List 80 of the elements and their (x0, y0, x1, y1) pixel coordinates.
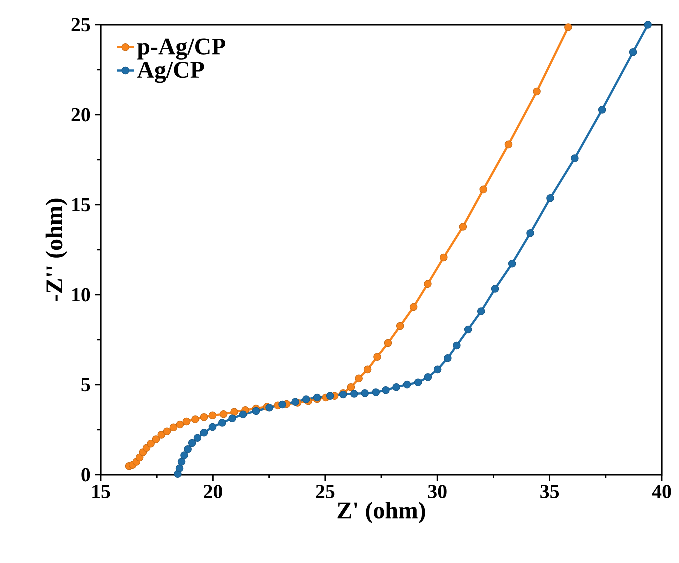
y-tick-label: 10 (72, 288, 90, 302)
point (434, 366, 442, 374)
x-tick-label: 40 (652, 485, 672, 499)
point (147, 440, 155, 448)
x-axis-title: Z' (ohm) (338, 502, 426, 524)
point (176, 464, 184, 472)
point (571, 154, 579, 162)
y-tick-label: 25 (72, 18, 90, 32)
point (374, 353, 382, 361)
point (384, 339, 392, 348)
point (504, 140, 513, 149)
point (208, 412, 217, 420)
point (170, 424, 178, 432)
point (326, 392, 334, 400)
point (302, 396, 310, 404)
point (444, 354, 452, 362)
x-tick-label: 20 (204, 485, 222, 499)
point (230, 408, 238, 416)
point (350, 390, 358, 398)
point (200, 414, 208, 422)
point (278, 400, 286, 409)
point (414, 378, 422, 387)
point (546, 194, 554, 202)
point (453, 342, 461, 350)
point (477, 308, 486, 316)
point (192, 416, 200, 424)
point (355, 374, 363, 383)
y-axis-title: -Z'' (ohm) (46, 198, 68, 302)
y-tick-label: 5 (82, 378, 90, 392)
point (382, 386, 390, 394)
point (220, 410, 228, 418)
point (194, 434, 202, 442)
point (361, 390, 370, 398)
point (440, 254, 448, 262)
point (424, 374, 432, 382)
point (508, 260, 516, 268)
point (598, 106, 606, 114)
x-tick-label: 30 (428, 485, 447, 499)
x-tick-label: 25 (316, 485, 335, 498)
point (424, 280, 432, 288)
point (182, 418, 191, 426)
point (392, 383, 400, 392)
point (564, 24, 572, 32)
point (372, 388, 380, 396)
y-tick-label: 20 (72, 108, 90, 122)
y-tick-label: 0 (82, 468, 90, 482)
point (184, 446, 192, 454)
point (629, 48, 638, 56)
point (158, 431, 166, 439)
point (396, 322, 404, 330)
point (163, 428, 172, 436)
point (364, 366, 372, 374)
legend-label: p-Ag/CP (138, 38, 226, 60)
point (403, 380, 412, 389)
point (644, 21, 652, 29)
x-tick-label: 15 (92, 485, 110, 498)
point (188, 439, 196, 448)
point (266, 404, 274, 412)
point (410, 303, 418, 312)
point (459, 223, 468, 231)
point (228, 414, 236, 423)
point (464, 326, 472, 334)
point (347, 383, 356, 392)
x-tick-label: 35 (540, 485, 560, 498)
point (208, 423, 217, 432)
point (176, 420, 184, 429)
point (239, 410, 248, 419)
point (180, 452, 188, 460)
point (178, 458, 186, 466)
point (152, 436, 160, 444)
point (252, 407, 260, 416)
point (533, 88, 541, 96)
point (491, 285, 500, 293)
point (200, 428, 208, 437)
point (526, 230, 534, 238)
point (218, 419, 226, 427)
legend-label: Ag/CP (137, 62, 204, 84)
y-tick-label: 15 (72, 198, 90, 212)
point (480, 186, 488, 194)
point (292, 398, 300, 406)
